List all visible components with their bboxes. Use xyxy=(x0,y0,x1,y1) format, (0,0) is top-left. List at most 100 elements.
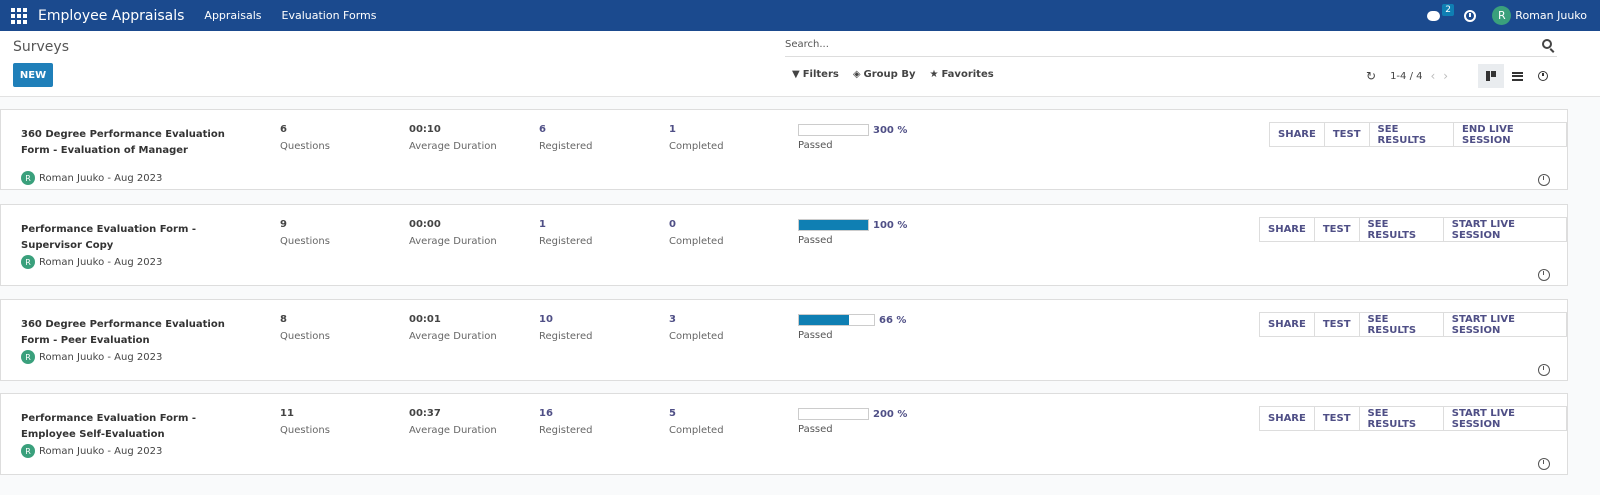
activity-clock-icon[interactable] xyxy=(1538,269,1550,281)
share-button[interactable]: SHARE xyxy=(1269,122,1325,147)
survey-card[interactable]: 360 Degree Performance Evaluation Form -… xyxy=(0,299,1568,381)
progress-bar xyxy=(798,124,869,136)
questions-value: 6 xyxy=(280,124,287,135)
menu-appraisals[interactable]: Appraisals xyxy=(204,9,262,22)
survey-owner: R Roman Juuko - Aug 2023 xyxy=(21,444,162,458)
activity-view-button[interactable] xyxy=(1530,64,1556,88)
owner-text: Roman Juuko - Aug 2023 xyxy=(39,172,163,184)
duration-label: Average Duration xyxy=(409,236,497,247)
questions-label: Questions xyxy=(280,141,330,152)
filter-icon: ▼ xyxy=(792,69,800,80)
see-results-button[interactable]: SEE RESULTS xyxy=(1358,312,1444,337)
star-icon: ★ xyxy=(929,69,939,80)
test-button[interactable]: TEST xyxy=(1313,217,1360,242)
refresh-icon[interactable]: ↻ xyxy=(1366,69,1377,83)
passed-label: Passed xyxy=(798,235,833,246)
card-actions: SHARE TEST SEE RESULTS END LIVE SESSION xyxy=(1269,122,1567,147)
survey-owner: R Roman Juuko - Aug 2023 xyxy=(21,171,162,185)
see-results-button[interactable]: SEE RESULTS xyxy=(1358,406,1444,431)
registered-stat[interactable]: 16 Registered xyxy=(539,407,592,439)
app-title[interactable]: Employee Appraisals xyxy=(38,7,185,24)
questions-stat: 6 Questions xyxy=(280,123,330,155)
survey-owner: R Roman Juuko - Aug 2023 xyxy=(21,350,162,364)
completed-label: Completed xyxy=(669,331,724,342)
activity-clock-icon[interactable] xyxy=(1538,458,1550,470)
test-button[interactable]: TEST xyxy=(1323,122,1370,147)
card-actions: SHARE TEST SEE RESULTS START LIVE SESSIO… xyxy=(1259,406,1567,431)
owner-avatar: R xyxy=(21,171,35,185)
passed-progress: 66 % xyxy=(798,314,906,326)
groupby-dropdown[interactable]: ◈ Group By xyxy=(853,69,916,80)
pager-previous-icon[interactable]: ‹ xyxy=(1430,69,1436,83)
list-view-button[interactable] xyxy=(1504,64,1530,88)
passed-label: Passed xyxy=(798,330,833,341)
favorites-dropdown[interactable]: ★ Favorites xyxy=(929,69,993,80)
see-results-button[interactable]: SEE RESULTS xyxy=(1358,217,1444,242)
share-button[interactable]: SHARE xyxy=(1259,406,1315,431)
progress-bar xyxy=(798,314,875,326)
owner-avatar: R xyxy=(21,350,35,364)
activity-clock-icon[interactable] xyxy=(1464,9,1477,22)
questions-stat: 9 Questions xyxy=(280,218,330,250)
passed-progress: 200 % xyxy=(798,408,907,420)
registered-label: Registered xyxy=(539,141,593,152)
test-button[interactable]: TEST xyxy=(1313,312,1360,337)
passed-percent: 100 % xyxy=(873,219,908,231)
survey-title: Performance Evaluation Form - Supervisor… xyxy=(21,224,197,251)
completed-stat[interactable]: 5 Completed xyxy=(669,407,724,439)
favorites-label: Favorites xyxy=(941,69,994,80)
share-button[interactable]: SHARE xyxy=(1259,217,1315,242)
chat-icon[interactable]: 2 xyxy=(1426,3,1455,23)
progress-bar xyxy=(798,219,869,231)
see-results-button[interactable]: SEE RESULTS xyxy=(1368,122,1455,147)
duration-stat: 00:01 Average Duration xyxy=(409,313,497,345)
owner-avatar: R xyxy=(21,444,35,458)
survey-card[interactable]: 360 Degree Performance Evaluation Form -… xyxy=(0,109,1568,190)
live-session-button[interactable]: START LIVE SESSION xyxy=(1442,406,1567,431)
survey-card[interactable]: Performance Evaluation Form - Supervisor… xyxy=(0,204,1568,286)
menu-evaluation-forms[interactable]: Evaluation Forms xyxy=(281,9,377,22)
registered-stat[interactable]: 6 Registered xyxy=(539,123,592,155)
registered-label: Registered xyxy=(539,331,593,342)
list-icon xyxy=(1511,71,1523,81)
kanban-view-button[interactable] xyxy=(1478,64,1504,88)
share-button[interactable]: SHARE xyxy=(1259,312,1315,337)
survey-card[interactable]: Performance Evaluation Form - Employee S… xyxy=(0,393,1568,475)
user-name[interactable]: Roman Juuko xyxy=(1515,9,1587,22)
search-icon[interactable] xyxy=(1542,39,1552,49)
pager-value[interactable]: 1-4 / 4 xyxy=(1390,70,1423,82)
duration-label: Average Duration xyxy=(409,331,497,342)
test-button[interactable]: TEST xyxy=(1313,406,1360,431)
live-session-button[interactable]: START LIVE SESSION xyxy=(1442,312,1567,337)
questions-value: 11 xyxy=(280,408,294,419)
live-session-button[interactable]: END LIVE SESSION xyxy=(1453,122,1567,147)
filters-dropdown[interactable]: ▼ Filters xyxy=(792,69,839,80)
view-switcher xyxy=(1478,64,1556,88)
pager: ↻ 1-4 / 4 ‹ › xyxy=(1366,69,1448,83)
user-avatar[interactable]: R xyxy=(1492,6,1512,25)
duration-stat: 00:10 Average Duration xyxy=(409,123,497,155)
duration-stat: 00:00 Average Duration xyxy=(409,218,497,250)
pager-next-icon[interactable]: › xyxy=(1443,69,1449,83)
activity-clock-icon[interactable] xyxy=(1538,364,1550,376)
progress-bar xyxy=(798,408,869,420)
live-session-button[interactable]: START LIVE SESSION xyxy=(1442,217,1567,242)
registered-stat[interactable]: 1 Registered xyxy=(539,218,592,250)
completed-stat[interactable]: 1 Completed xyxy=(669,123,724,155)
passed-progress: 100 % xyxy=(798,219,907,231)
groupby-label: Group By xyxy=(863,69,916,80)
questions-value: 8 xyxy=(280,314,287,325)
activity-clock-icon[interactable] xyxy=(1538,174,1550,186)
registered-stat[interactable]: 10 Registered xyxy=(539,313,592,345)
search-input[interactable] xyxy=(785,39,1525,50)
passed-percent: 66 % xyxy=(879,314,907,326)
duration-stat: 00:37 Average Duration xyxy=(409,407,497,439)
completed-stat[interactable]: 3 Completed xyxy=(669,313,724,345)
apps-menu-icon[interactable] xyxy=(11,7,27,24)
completed-stat[interactable]: 0 Completed xyxy=(669,218,724,250)
duration-value: 00:37 xyxy=(409,408,441,419)
owner-avatar: R xyxy=(21,255,35,269)
questions-label: Questions xyxy=(280,236,330,247)
new-button[interactable]: NEW xyxy=(13,63,53,87)
survey-title: 360 Degree Performance Evaluation Form -… xyxy=(21,319,225,346)
